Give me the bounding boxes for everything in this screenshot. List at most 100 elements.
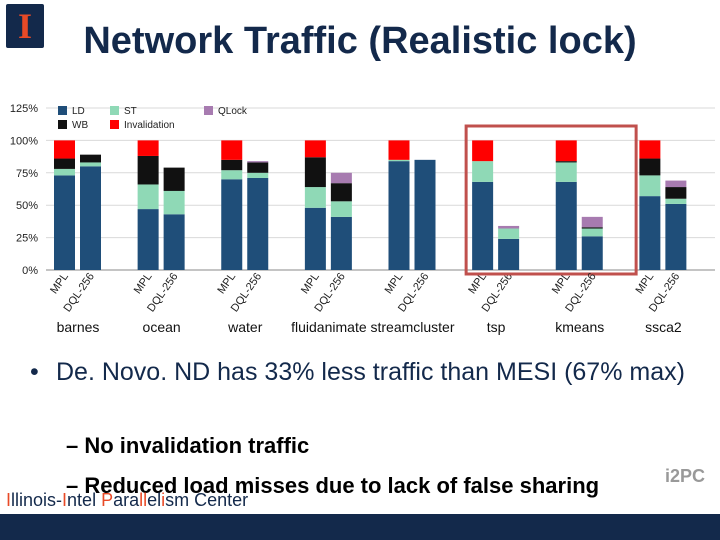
- sub-bullet-1-text: No invalidation traffic: [84, 433, 310, 458]
- group-label: water: [227, 319, 263, 335]
- bar-segment: [304, 140, 326, 158]
- bar-segment: [472, 140, 494, 162]
- bar-label: MPL: [48, 271, 71, 296]
- bar-segment: [581, 227, 603, 229]
- bar-label: MPL: [383, 271, 406, 296]
- bar-segment: [221, 159, 243, 171]
- page-title: Network Traffic (Realistic lock): [83, 20, 637, 62]
- bar-segment: [555, 162, 577, 182]
- bar-segment: [639, 175, 661, 197]
- y-tick-label: 0%: [22, 265, 38, 277]
- bar-segment: [472, 181, 494, 270]
- footer-part: ara: [113, 490, 140, 510]
- bar-segment: [330, 183, 352, 202]
- bar-segment: [555, 181, 577, 270]
- bar-segment: [665, 198, 687, 204]
- bar-segment: [54, 175, 75, 270]
- bar-segment: [639, 158, 661, 176]
- bar-segment: [54, 140, 75, 159]
- bar-segment: [665, 187, 687, 199]
- bar-segment: [639, 196, 661, 270]
- footer-part: llinois-: [11, 490, 63, 510]
- bar-segment: [498, 228, 520, 239]
- bar-segment: [581, 216, 603, 228]
- bar-segment: [581, 228, 603, 237]
- group-label: tsp: [487, 319, 506, 335]
- legend-swatch: [110, 106, 119, 115]
- bar-segment: [555, 140, 577, 162]
- bar-segment: [221, 140, 243, 160]
- group-label: ssca2: [645, 319, 682, 335]
- y-tick-label: 75%: [16, 168, 38, 180]
- bar-label: MPL: [215, 271, 238, 296]
- bar-segment: [80, 162, 101, 167]
- footer-part: P: [101, 490, 114, 510]
- bar-segment: [330, 201, 352, 217]
- group-label: barnes: [57, 319, 100, 335]
- footer-part: ll: [139, 490, 148, 510]
- bar-segment: [247, 161, 269, 163]
- footer-part: ntel: [67, 490, 102, 510]
- footer-part: I: [6, 490, 12, 510]
- bar-segment: [163, 190, 185, 215]
- bar-segment: [221, 170, 243, 180]
- footer-part: i: [161, 490, 166, 510]
- sub-bullet-2-text: Reduced load misses due to lack of false…: [84, 473, 600, 498]
- bar-segment: [498, 225, 520, 229]
- bar-segment: [247, 162, 269, 173]
- bar-segment: [472, 161, 494, 182]
- legend-label: Invalidation: [124, 120, 175, 131]
- y-tick-label: 25%: [16, 233, 38, 245]
- bar-segment: [330, 172, 352, 184]
- bar-segment: [304, 187, 326, 208]
- group-label: streamcluster: [370, 319, 454, 335]
- footer-part: el: [147, 490, 162, 510]
- legend-swatch: [58, 120, 67, 129]
- footer-text: Illinois-Intel Parallelism Center: [6, 490, 248, 511]
- legend-swatch: [204, 106, 213, 115]
- legend-swatch: [110, 120, 119, 129]
- bar-segment: [80, 154, 101, 163]
- legend-label: WB: [72, 120, 88, 131]
- legend-label: ST: [124, 106, 137, 117]
- bar-label: MPL: [299, 271, 322, 296]
- y-tick-label: 125%: [10, 103, 38, 115]
- bar-segment: [581, 236, 603, 270]
- bar-segment: [163, 214, 185, 270]
- legend-label: QLock: [218, 106, 248, 117]
- legend-swatch: [58, 106, 67, 115]
- logo-mark: I: [17, 6, 32, 46]
- bar-segment: [388, 140, 410, 160]
- bar-segment: [247, 172, 269, 178]
- bar-label: MPL: [132, 271, 155, 296]
- bar-segment: [304, 207, 326, 270]
- bottom-bar: [0, 514, 720, 540]
- bullet-dot-icon: •: [30, 358, 39, 386]
- highlight-box: [464, 124, 638, 276]
- bar-segment: [639, 140, 661, 159]
- bar-segment: [665, 180, 687, 188]
- bar-segment: [498, 238, 520, 270]
- footer-part: I: [62, 490, 68, 510]
- bar-segment: [54, 168, 75, 176]
- y-tick-label: 100%: [10, 135, 38, 147]
- group-label: fluidanimate: [291, 319, 367, 335]
- bar-segment: [388, 159, 410, 162]
- group-label: ocean: [143, 319, 181, 335]
- bar-segment: [555, 161, 577, 163]
- bar-segment: [137, 184, 159, 210]
- legend-label: LD: [72, 106, 85, 117]
- traffic-chart: 0%25%50%75%100%125%MPLDQL-256barnesMPLDQ…: [10, 103, 715, 335]
- bar-segment: [388, 161, 410, 270]
- bar-segment: [137, 155, 159, 185]
- bar-segment: [665, 203, 687, 270]
- university-logo: I: [6, 4, 44, 48]
- sub-bullet-1: – No invalidation traffic: [66, 433, 310, 458]
- i2pc-logo: i2PC: [665, 466, 706, 486]
- bar-segment: [137, 140, 159, 156]
- main-bullet-text: De. Novo. ND has 33% less traffic than M…: [56, 358, 685, 386]
- bar-segment: [414, 159, 436, 270]
- bar-segment: [304, 157, 326, 188]
- bar-segment: [221, 179, 243, 270]
- sub-bullet-2: – Reduced load misses due to lack of fal…: [66, 473, 600, 498]
